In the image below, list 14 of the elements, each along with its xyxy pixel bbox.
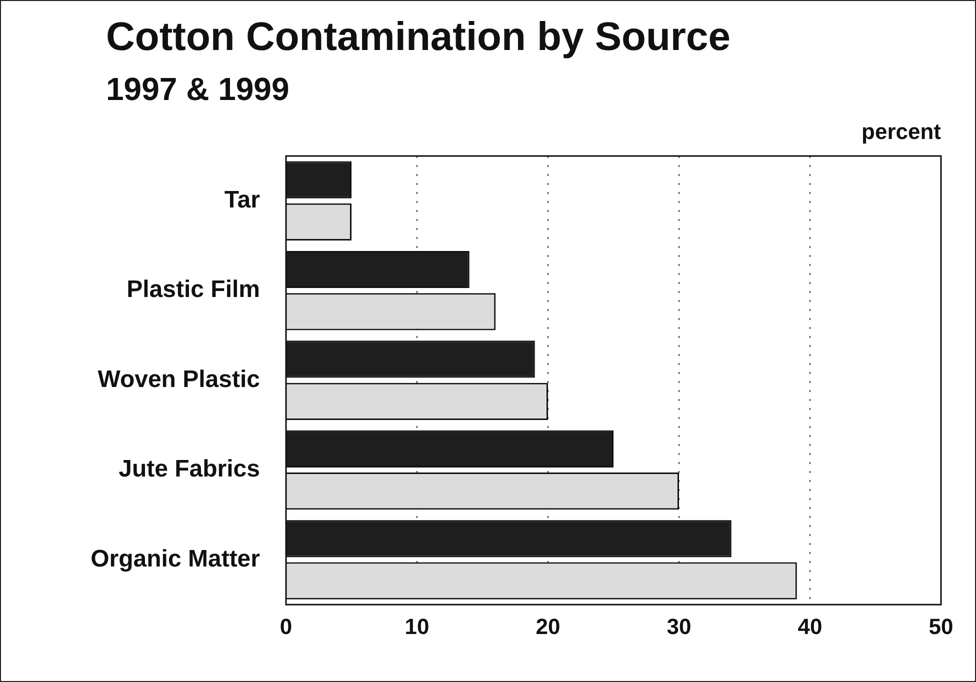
y-tick-label: Plastic Film — [126, 276, 260, 304]
x-tick-label: 30 — [666, 614, 692, 639]
y-tick-label: Organic Matter — [90, 545, 260, 572]
y-tick-label: Jute Fabrics — [118, 456, 260, 483]
x-tick-label: 0 — [280, 614, 292, 639]
x-axis-title: percent — [862, 119, 942, 144]
chart-subtitle: 1997 & 1999 — [106, 71, 290, 108]
x-tick-label: 10 — [404, 614, 430, 639]
y-tick-label: Tar — [224, 186, 260, 214]
x-tick-label: 40 — [798, 614, 822, 639]
y-tick-label: Woven Plastic — [98, 366, 260, 393]
x-tick-label: 50 — [928, 614, 954, 639]
x-tick-label: 20 — [536, 614, 560, 639]
chart-title: Cotton Contamination by Source — [106, 15, 730, 60]
